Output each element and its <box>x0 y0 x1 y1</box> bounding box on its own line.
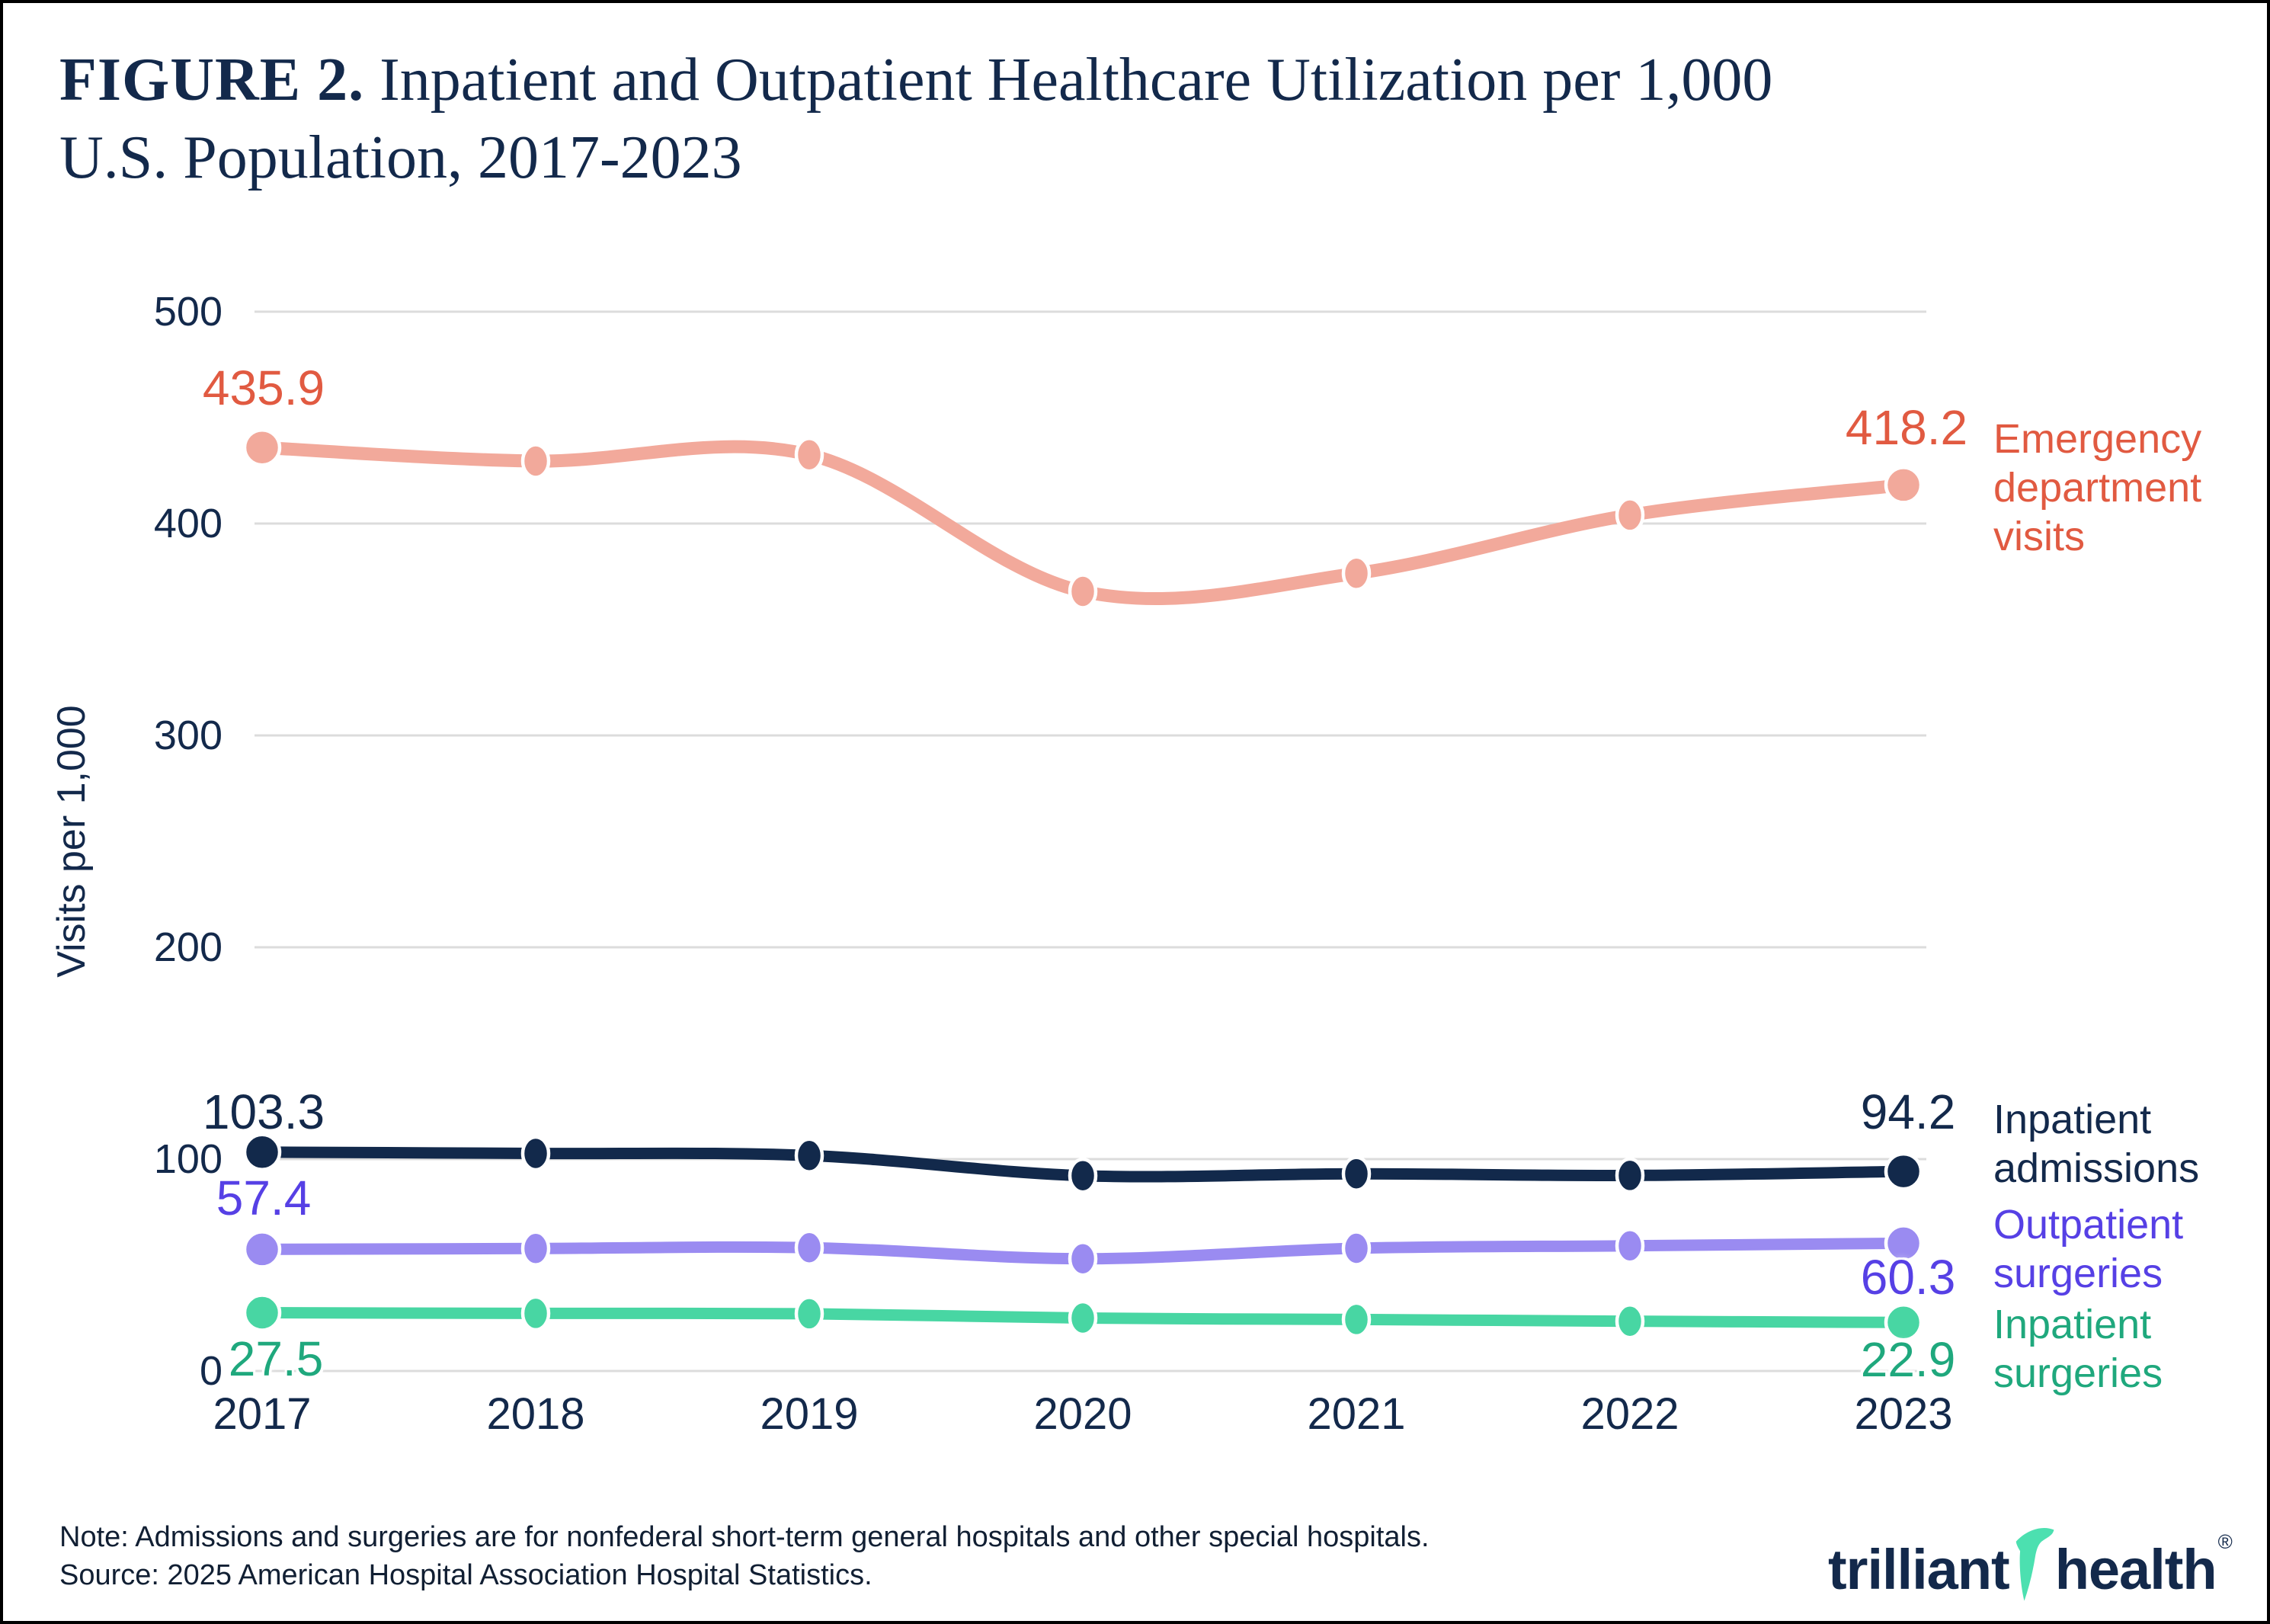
x-tick-label-2022: 2022 <box>1580 1389 1679 1439</box>
data-point-inpatient-surgeries-2023 <box>1884 1303 1923 1342</box>
x-tick-label-2019: 2019 <box>760 1389 859 1439</box>
legend-line: visits <box>1993 514 2085 559</box>
figure-title: FIGURE 2. Inpatient and Outpatient Healt… <box>59 41 2201 197</box>
value-label-admissions-2023: 94.2 <box>1860 1084 1956 1139</box>
data-point-outpatient-surgeries-2017 <box>242 1230 282 1269</box>
logo-word-trilliant: trilliant <box>1828 1537 2010 1601</box>
legend-inpatient-admissions: Inpatient admissions <box>1993 1095 2199 1193</box>
x-tick-label-2018: 2018 <box>486 1389 585 1439</box>
value-label-inpatient-surg-2017: 27.5 <box>228 1331 324 1386</box>
source-text: Source: 2025 American Hospital Associati… <box>59 1559 872 1591</box>
data-point-inpatient-surgeries-2021 <box>1341 1301 1372 1338</box>
x-tick-label-2017: 2017 <box>213 1389 312 1439</box>
data-point-inpatient-admissions-2021 <box>1341 1155 1372 1192</box>
figure-number: FIGURE 2. <box>59 46 365 114</box>
note-text: Note: Admissions and surgeries are for n… <box>59 1521 1430 1553</box>
data-point-inpatient-surgeries-2022 <box>1615 1302 1645 1340</box>
data-point-inpatient-admissions-2023 <box>1884 1152 1923 1191</box>
data-point-outpatient-surgeries-2022 <box>1615 1227 1645 1264</box>
data-point-inpatient-surgeries-2018 <box>520 1295 551 1332</box>
data-point-inpatient-admissions-2022 <box>1615 1157 1645 1194</box>
legend-line: department <box>1993 465 2202 511</box>
value-label-ed-2017: 435.9 <box>202 360 325 415</box>
data-point-inpatient-admissions-2017 <box>242 1132 282 1172</box>
y-tick-label-100: 100 <box>153 1136 223 1182</box>
data-point-outpatient-surgeries-2018 <box>520 1230 551 1267</box>
legend-emergency-department-visits: Emergency department visits <box>1993 415 2201 561</box>
data-point-inpatient-surgeries-2017 <box>242 1293 282 1332</box>
data-point-outpatient-surgeries-2019 <box>794 1229 824 1266</box>
data-point-inpatient-admissions-2020 <box>1068 1157 1098 1194</box>
registered-trademark-icon: ® <box>2217 1530 2233 1553</box>
legend-line: Emergency <box>1993 416 2202 462</box>
data-point-outpatient-surgeries-2023 <box>1884 1224 1923 1263</box>
data-point-inpatient-admissions-2018 <box>520 1135 551 1172</box>
legend-inpatient-surgeries: Inpatient surgeries <box>1993 1300 2163 1398</box>
x-tick-label-2021: 2021 <box>1307 1389 1406 1439</box>
x-tick-label-2023: 2023 <box>1854 1389 1953 1439</box>
data-point-inpatient-admissions-2019 <box>794 1137 824 1174</box>
data-point-emergency-department-visits-2021 <box>1341 555 1372 592</box>
x-tick-label-2020: 2020 <box>1033 1389 1132 1439</box>
y-tick-label-300: 300 <box>153 713 223 758</box>
data-point-emergency-department-visits-2017 <box>242 428 282 467</box>
y-tick-label-500: 500 <box>153 289 223 335</box>
legend-line: admissions <box>1993 1145 2200 1191</box>
trilliant-health-logo: trilliant health ® <box>1828 1526 2233 1613</box>
figure-title-line1: Inpatient and Outpatient Healthcare Util… <box>364 46 1773 114</box>
y-tick-label-0: 0 <box>199 1348 223 1394</box>
data-point-emergency-department-visits-2022 <box>1615 497 1645 533</box>
data-point-emergency-department-visits-2023 <box>1884 466 1923 504</box>
data-point-outpatient-surgeries-2021 <box>1341 1230 1372 1267</box>
data-point-inpatient-surgeries-2019 <box>794 1296 824 1332</box>
data-point-emergency-department-visits-2019 <box>794 436 824 473</box>
figure-title-line2: U.S. Population, 2017-2023 <box>59 124 742 191</box>
legend-line: surgeries <box>1993 1251 2163 1296</box>
y-tick-label-400: 400 <box>153 501 223 546</box>
logo-swoosh-icon <box>2015 1527 2054 1601</box>
data-point-emergency-department-visits-2018 <box>520 443 551 479</box>
footnote: Note: Admissions and surgeries are for n… <box>59 1518 1430 1594</box>
value-label-outpatient-2017: 57.4 <box>216 1171 312 1225</box>
line-chart <box>242 310 1926 1373</box>
value-label-inpatient-surg-2023: 22.9 <box>1860 1332 1956 1387</box>
y-tick-label-200: 200 <box>153 924 223 970</box>
legend-line: Inpatient <box>1993 1097 2152 1142</box>
legend-line: Outpatient <box>1993 1202 2184 1248</box>
logo-word-health: health <box>2054 1537 2217 1601</box>
legend-line: Inpatient <box>1993 1302 2152 1347</box>
value-label-outpatient-2023: 60.3 <box>1860 1250 1956 1305</box>
data-point-emergency-department-visits-2020 <box>1068 573 1098 610</box>
data-point-inpatient-surgeries-2020 <box>1068 1299 1098 1337</box>
legend-outpatient-surgeries: Outpatient surgeries <box>1993 1200 2183 1298</box>
value-label-ed-2023: 418.2 <box>1845 400 1968 455</box>
legend-line: surgeries <box>1993 1350 2163 1396</box>
data-point-outpatient-surgeries-2020 <box>1068 1240 1098 1277</box>
value-label-admissions-2017: 103.3 <box>202 1084 325 1139</box>
